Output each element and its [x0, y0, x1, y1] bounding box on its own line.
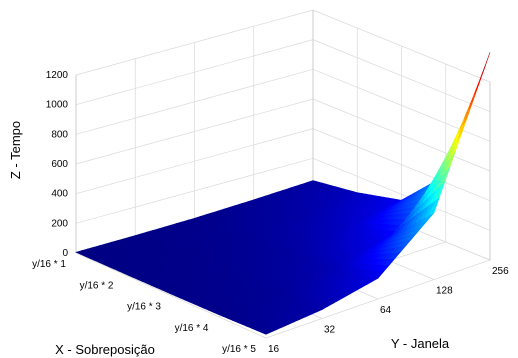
- y-tick-label: 64: [380, 305, 392, 316]
- y-axis-title: Y - Janela: [391, 336, 450, 351]
- x-axis-title: X - Sobreposição: [55, 342, 155, 357]
- surface-patch: [457, 116, 468, 141]
- x-tick-label: y/16 * 2: [80, 280, 114, 291]
- x-tick-label: y/16 * 4: [175, 323, 209, 334]
- z-axis-title: Z - Tempo: [8, 121, 23, 179]
- z-gridline: [75, 68, 491, 142]
- z-gridline: [75, 39, 491, 112]
- y-tick-label: 128: [436, 286, 453, 297]
- x-tick-label: y/16 * 5: [222, 344, 256, 355]
- z-tick-label: 600: [51, 159, 68, 170]
- x-tick-label: y/16 * 1: [32, 259, 66, 270]
- surface-patch: [479, 52, 491, 80]
- y-tick-label: 16: [268, 344, 280, 355]
- z-tick-label: 1000: [46, 100, 69, 111]
- z-tick-label: 400: [51, 189, 68, 200]
- surface: [75, 52, 491, 335]
- x-tick-label: y/16 * 3: [127, 302, 161, 313]
- y-tick-label: 256: [492, 266, 509, 277]
- z-tick-label: 0: [62, 248, 68, 259]
- z-tick-label: 800: [51, 129, 68, 140]
- z-tick-label: 200: [51, 218, 68, 229]
- z-tick-label: 1200: [46, 70, 69, 81]
- tick-labels: 0 200 400 600 800 1000 1200 y/16 * 1 y/16 * 2 y/1…: [32, 70, 509, 355]
- z-gridline: [75, 98, 491, 172]
- y-tick-label: 32: [324, 325, 336, 336]
- z-gridline: [75, 9, 491, 83]
